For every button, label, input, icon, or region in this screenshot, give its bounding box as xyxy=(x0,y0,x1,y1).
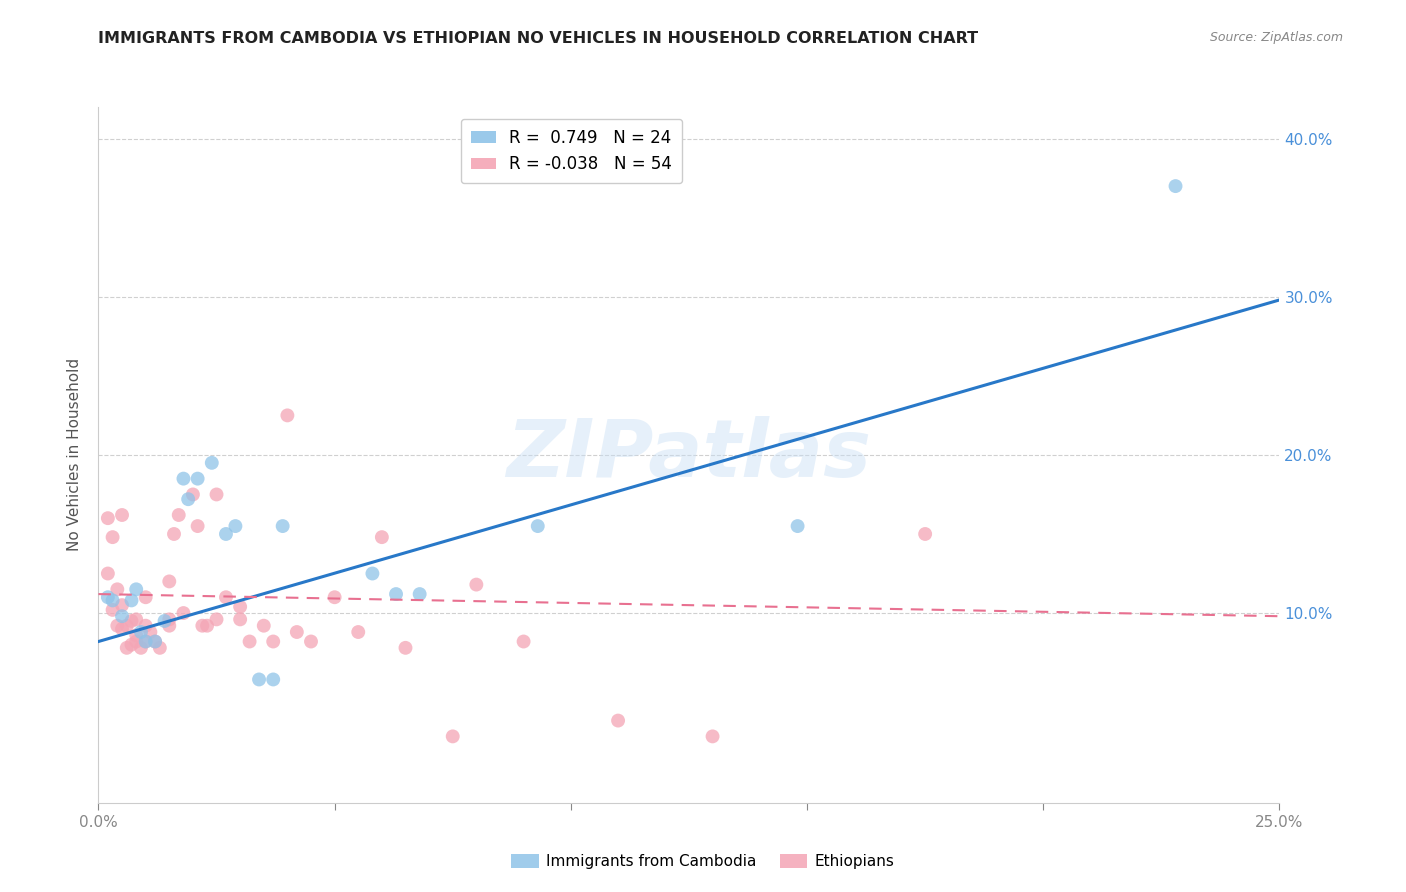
Point xyxy=(262,673,284,687)
Point xyxy=(129,640,152,655)
Point xyxy=(101,593,124,607)
Point xyxy=(323,591,346,605)
Point xyxy=(135,591,157,605)
Point xyxy=(125,582,148,597)
Point xyxy=(135,634,157,648)
Point xyxy=(205,487,228,501)
Legend: R =  0.749   N = 24, R = -0.038   N = 54: R = 0.749 N = 24, R = -0.038 N = 54 xyxy=(461,119,682,183)
Point xyxy=(172,606,194,620)
Point xyxy=(229,599,252,614)
Point xyxy=(702,730,724,744)
Y-axis label: No Vehicles in Household: No Vehicles in Household xyxy=(67,359,83,551)
Point xyxy=(121,593,143,607)
Point xyxy=(153,614,176,628)
Point xyxy=(135,618,157,632)
Point xyxy=(101,530,124,544)
Point xyxy=(177,492,200,507)
Point xyxy=(191,618,214,632)
Point xyxy=(111,609,134,624)
Point xyxy=(105,582,128,597)
Point xyxy=(526,519,548,533)
Text: Source: ZipAtlas.com: Source: ZipAtlas.com xyxy=(1209,31,1343,45)
Text: IMMIGRANTS FROM CAMBODIA VS ETHIOPIAN NO VEHICLES IN HOUSEHOLD CORRELATION CHART: IMMIGRANTS FROM CAMBODIA VS ETHIOPIAN NO… xyxy=(98,31,979,46)
Point xyxy=(97,591,120,605)
Point xyxy=(271,519,294,533)
Point xyxy=(125,634,148,648)
Point xyxy=(143,634,166,648)
Point xyxy=(205,612,228,626)
Point xyxy=(105,618,128,632)
Point xyxy=(262,634,284,648)
Point xyxy=(187,472,209,486)
Point xyxy=(111,508,134,522)
Point xyxy=(253,618,276,632)
Point xyxy=(157,612,180,626)
Point xyxy=(786,519,808,533)
Point xyxy=(224,519,246,533)
Point xyxy=(157,618,180,632)
Point xyxy=(121,614,143,628)
Point xyxy=(97,566,120,581)
Point xyxy=(163,527,186,541)
Point xyxy=(181,487,204,501)
Point xyxy=(299,634,322,648)
Point xyxy=(111,598,134,612)
Point xyxy=(201,456,224,470)
Point xyxy=(125,628,148,642)
Legend: Immigrants from Cambodia, Ethiopians: Immigrants from Cambodia, Ethiopians xyxy=(505,848,901,875)
Point xyxy=(101,603,124,617)
Point xyxy=(149,640,172,655)
Point xyxy=(143,634,166,648)
Point xyxy=(285,625,308,640)
Point xyxy=(408,587,430,601)
Point xyxy=(394,640,416,655)
Point xyxy=(129,625,152,640)
Text: ZIPatlas: ZIPatlas xyxy=(506,416,872,494)
Point xyxy=(512,634,534,648)
Point xyxy=(347,625,370,640)
Point xyxy=(172,472,194,486)
Point xyxy=(441,730,464,744)
Point xyxy=(115,618,138,632)
Point xyxy=(111,622,134,636)
Point xyxy=(276,409,298,423)
Point xyxy=(215,591,238,605)
Point xyxy=(385,587,408,601)
Point xyxy=(187,519,209,533)
Point xyxy=(229,612,252,626)
Point xyxy=(361,566,384,581)
Point xyxy=(195,618,218,632)
Point xyxy=(125,612,148,626)
Point xyxy=(465,577,488,591)
Point xyxy=(167,508,190,522)
Point xyxy=(914,527,936,541)
Point xyxy=(247,673,270,687)
Point xyxy=(239,634,262,648)
Point xyxy=(139,625,162,640)
Point xyxy=(115,640,138,655)
Point xyxy=(121,638,143,652)
Point xyxy=(607,714,630,728)
Point xyxy=(371,530,394,544)
Point xyxy=(157,574,180,589)
Point xyxy=(215,527,238,541)
Point xyxy=(135,634,157,648)
Point xyxy=(1164,179,1187,194)
Point xyxy=(97,511,120,525)
